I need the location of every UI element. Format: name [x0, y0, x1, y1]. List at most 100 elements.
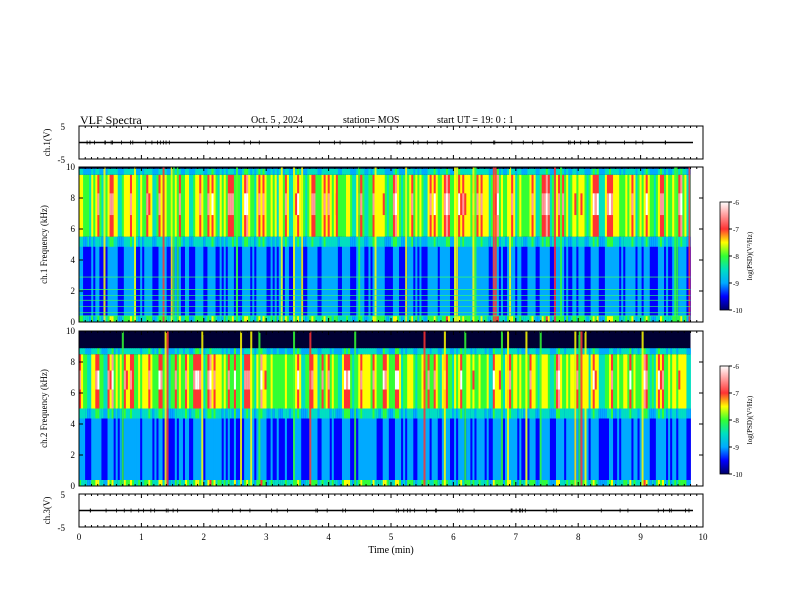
sferic-streak [405, 167, 408, 322]
y-tick-label: 0 [71, 481, 76, 491]
sferic-streak [500, 331, 503, 486]
x-tick-label: 2 [202, 532, 207, 542]
colorbar-tick-label: -7 [733, 390, 739, 398]
start-time-label: start UT = 19: 0 : 1 [437, 115, 514, 126]
sferic-streak [472, 167, 475, 322]
sferic-streak [560, 167, 563, 322]
sferic-streak [309, 331, 312, 486]
y-tick-label: 0 [71, 317, 76, 327]
sferic-streak [507, 331, 510, 486]
figure-title: VLF Spectra [80, 113, 142, 127]
y-tick-label: -5 [58, 155, 66, 165]
sferic-streak [464, 331, 467, 486]
sferic-streak [553, 167, 556, 322]
sferic-streak [166, 331, 169, 486]
sferic-streak [494, 167, 497, 322]
y-tick-label: 8 [71, 357, 76, 367]
sferic-streak [170, 167, 173, 322]
sferic-streak [676, 167, 679, 322]
y-tick-label: 6 [71, 224, 76, 234]
sferic-streak [443, 331, 446, 486]
x-tick-label: 0 [77, 532, 82, 542]
y-tick-label: 5 [61, 122, 66, 132]
x-tick-label: 10 [699, 532, 709, 542]
y-tick-label: -5 [58, 523, 66, 533]
y-axis-label: ch.1 Frequency (kHz) [39, 205, 49, 284]
x-tick-label: 3 [264, 532, 269, 542]
sferic-streak [584, 331, 587, 486]
colorbar-tick-label: -7 [733, 226, 739, 234]
station-label: station= MOS [343, 115, 400, 126]
sferic-streak [240, 331, 243, 486]
y-tick-label: 8 [71, 193, 76, 203]
x-tick-label: 6 [451, 532, 456, 542]
sferic-streak [688, 167, 691, 322]
sferic-streak [172, 167, 175, 322]
colorbar-tick-label: -8 [733, 417, 739, 425]
sferic-streak [258, 331, 261, 486]
date-label: Oct. 5 , 2024 [251, 115, 303, 126]
sferic-streak [354, 331, 357, 486]
colorbar-ch2 [719, 365, 730, 475]
sferic-streak [641, 331, 644, 486]
sferic-streak [539, 331, 542, 486]
sferic-streak [235, 167, 238, 322]
colorbar-label: log(PSD)(V²/Hz) [746, 231, 754, 280]
y-tick-label: 4 [71, 255, 76, 265]
y-tick-label: 5 [61, 490, 66, 500]
x-tick-label: 1 [139, 532, 144, 542]
spectrogram-ch1 [78, 166, 704, 323]
sferic-streak [456, 167, 459, 322]
colorbar-tick-label: -10 [733, 307, 743, 315]
colorbar-tick-label: -8 [733, 253, 739, 261]
sferic-streak [293, 331, 296, 486]
sferic-streak [474, 167, 477, 322]
y-axis-label: ch.1(V) [42, 129, 52, 157]
sferic-streak [301, 167, 304, 322]
x-axis-label: Time (min) [368, 545, 413, 556]
sferic-streak [162, 167, 165, 322]
colorbar-ch1 [719, 201, 730, 311]
x-tick-label: 5 [389, 532, 394, 542]
sferic-streak [674, 167, 677, 322]
colorbar-label: log(PSD)(V²/Hz) [746, 395, 754, 444]
sferic-streak [509, 167, 512, 322]
sferic-streak [176, 167, 179, 322]
x-tick-label: 9 [638, 532, 643, 542]
colorbar-tick-label: -6 [733, 199, 739, 207]
spectrogram-ch2 [78, 330, 704, 487]
x-tick-label: 8 [576, 532, 581, 542]
sferic-streak [525, 331, 528, 486]
y-tick-label: 10 [66, 162, 76, 172]
sferic-streak [374, 167, 377, 322]
y-tick-label: 2 [71, 286, 76, 296]
sferic-streak [578, 331, 581, 486]
sferic-streak [454, 167, 457, 322]
sferic-streak [121, 331, 124, 486]
y-axis-label: ch.2 Frequency (kHz) [39, 369, 49, 448]
sferic-streak [103, 167, 106, 322]
x-tick-label: 7 [514, 532, 519, 542]
colorbar-tick-label: -10 [733, 471, 743, 479]
colorbar-tick-label: -9 [733, 444, 739, 452]
sferic-streak [580, 331, 583, 486]
x-tick-label: 4 [326, 532, 331, 542]
sferic-streak [280, 167, 283, 322]
y-tick-label: 4 [71, 419, 76, 429]
sferic-streak [423, 331, 426, 486]
colorbar-tick-label: -6 [733, 363, 739, 371]
sferic-streak [574, 331, 577, 486]
sferic-streak [293, 167, 296, 322]
sferic-streak [134, 167, 137, 322]
sferic-streak [492, 167, 495, 322]
y-tick-label: 2 [71, 450, 76, 460]
sferic-streak [164, 331, 167, 486]
sferic-streak [358, 167, 361, 322]
sferic-streak [250, 331, 253, 486]
y-axis-label: ch.3(V) [42, 497, 52, 525]
y-tick-label: 10 [66, 326, 76, 336]
y-tick-label: 6 [71, 388, 76, 398]
colorbar-tick-label: -9 [733, 280, 739, 288]
sferic-streak [201, 331, 204, 486]
